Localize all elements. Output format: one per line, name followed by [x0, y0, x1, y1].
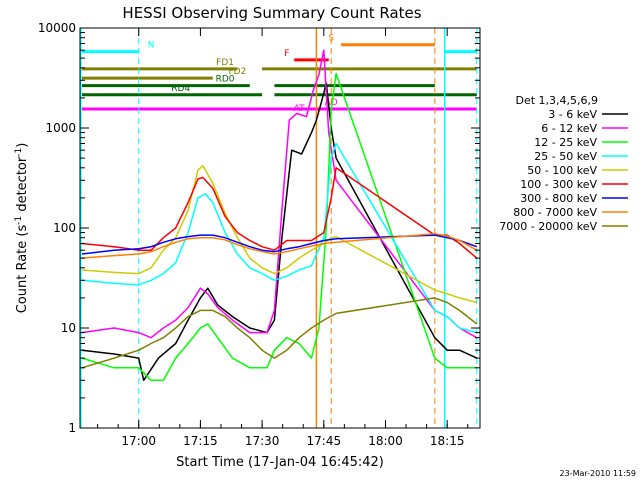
legend-label: 800 - 7000 keV [513, 206, 597, 219]
x-tick-label: 17:15 [183, 434, 218, 448]
legend-label: 50 - 100 keV [527, 164, 597, 177]
legend-label: 6 - 12 keV [541, 122, 597, 135]
flag-label: RD4 [171, 84, 190, 94]
footer-timestamp: 23-Mar-2010 11:59 [560, 469, 637, 478]
series-line [81, 167, 478, 259]
legend-label: 25 - 50 keV [534, 150, 597, 163]
chart-title: HESSI Observing Summary Count Rates [122, 4, 421, 22]
series-line [81, 142, 477, 334]
legend-label: 7000 - 20000 keV [499, 220, 597, 233]
y-axis-label-superscript: -1 [14, 216, 24, 225]
series-line [81, 232, 478, 259]
legend-label: 12 - 25 keV [534, 136, 597, 149]
flag-label: FD2 [229, 67, 247, 77]
legend-label: 300 - 800 keV [520, 192, 597, 205]
y-tick-label: 10 [61, 321, 76, 335]
y-tick-label: 1000 [45, 121, 76, 135]
flag-label: RD0 [216, 75, 235, 85]
x-tick-label: 18:15 [430, 434, 465, 448]
series-line [81, 164, 477, 304]
series-line [81, 297, 478, 369]
y-axis-label-part: Count Rate (s [15, 225, 30, 314]
flag-label: N [148, 41, 155, 51]
flag-label: F [284, 49, 289, 59]
y-tick-label: 1 [68, 421, 76, 435]
x-axis: 17:00 17:15 17:30 17:45 18:00 18:15 [97, 28, 469, 448]
legend-label: 3 - 6 keV [548, 108, 597, 121]
y-axis: 1 10 100 1000 10000 [38, 21, 480, 435]
x-tick-label: 17:30 [245, 434, 280, 448]
time-markers [79, 28, 478, 428]
y-axis-label-superscript: -1 [14, 148, 24, 157]
observing-flags: NSFFD1FD2RD0RD4ATAO [81, 34, 477, 114]
x-tick-label: 17:45 [307, 434, 342, 448]
x-tick-label: 17:00 [121, 434, 156, 448]
series-line [81, 234, 478, 255]
legend-title: Det 1,3,4,5,6,9 [515, 94, 598, 107]
y-axis-label-part: detector [15, 156, 30, 216]
x-tick-label: 18:00 [368, 434, 403, 448]
series-layer [81, 49, 478, 382]
series-line [81, 72, 477, 382]
y-axis-label-part: ) [15, 143, 30, 148]
y-axis-label: Count Rate (s-1 detector-1) [14, 143, 30, 314]
y-tick-label: 10000 [38, 21, 76, 35]
series-line [81, 82, 478, 382]
series-line [81, 49, 478, 339]
legend-label: 100 - 300 keV [520, 178, 597, 191]
x-axis-label: Start Time (17-Jan-04 16:45:42) [176, 455, 384, 470]
y-tick-label: 100 [53, 221, 76, 235]
flag-label: FD1 [216, 58, 234, 68]
